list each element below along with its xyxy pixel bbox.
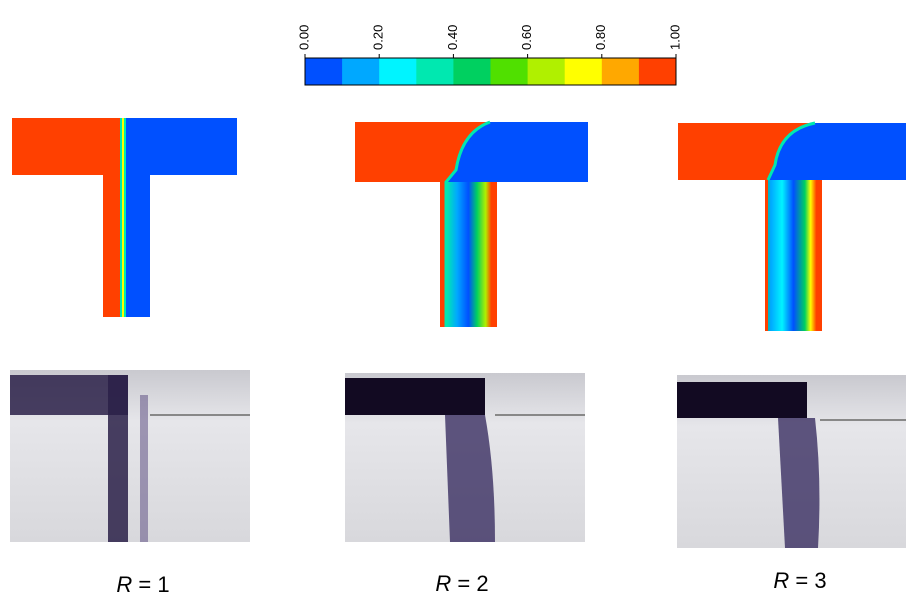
color-swatch [528, 58, 566, 85]
tick-label: 1.00 [667, 25, 682, 50]
simulation-3 [678, 123, 906, 331]
tick-label: 0.80 [593, 25, 608, 50]
tick-label: 0.00 [296, 25, 311, 50]
caption-variable: R [435, 571, 451, 596]
color-swatch [342, 58, 380, 85]
caption-variable: R [116, 572, 132, 597]
color-swatch [453, 58, 491, 85]
figure: 0.00 0.20 0.40 0.60 0.80 1.00 [0, 0, 906, 597]
color-swatch [602, 58, 640, 85]
photo-3 [677, 375, 906, 548]
caption-variable: R [773, 568, 789, 593]
caption-value: = 1 [138, 572, 169, 597]
caption-3: R = 3 [773, 568, 826, 593]
simulation-2 [355, 122, 588, 327]
colorbar: 0.00 0.20 0.40 0.60 0.80 1.00 [296, 25, 682, 85]
photo-2 [345, 373, 585, 542]
photo-1 [10, 370, 250, 542]
color-swatch [379, 58, 417, 85]
color-swatch [639, 58, 677, 85]
color-swatch [491, 58, 529, 85]
color-swatch [305, 58, 343, 85]
tick-label: 0.40 [445, 25, 460, 50]
caption-value: = 3 [795, 568, 826, 593]
caption-value: = 2 [457, 571, 488, 596]
color-swatch [565, 58, 603, 85]
color-swatch [416, 58, 454, 85]
caption-2: R = 2 [435, 571, 488, 596]
tick-label: 0.60 [519, 25, 534, 50]
caption-1: R = 1 [116, 572, 169, 597]
tick-label: 0.20 [371, 25, 386, 50]
simulation-1 [12, 118, 237, 317]
